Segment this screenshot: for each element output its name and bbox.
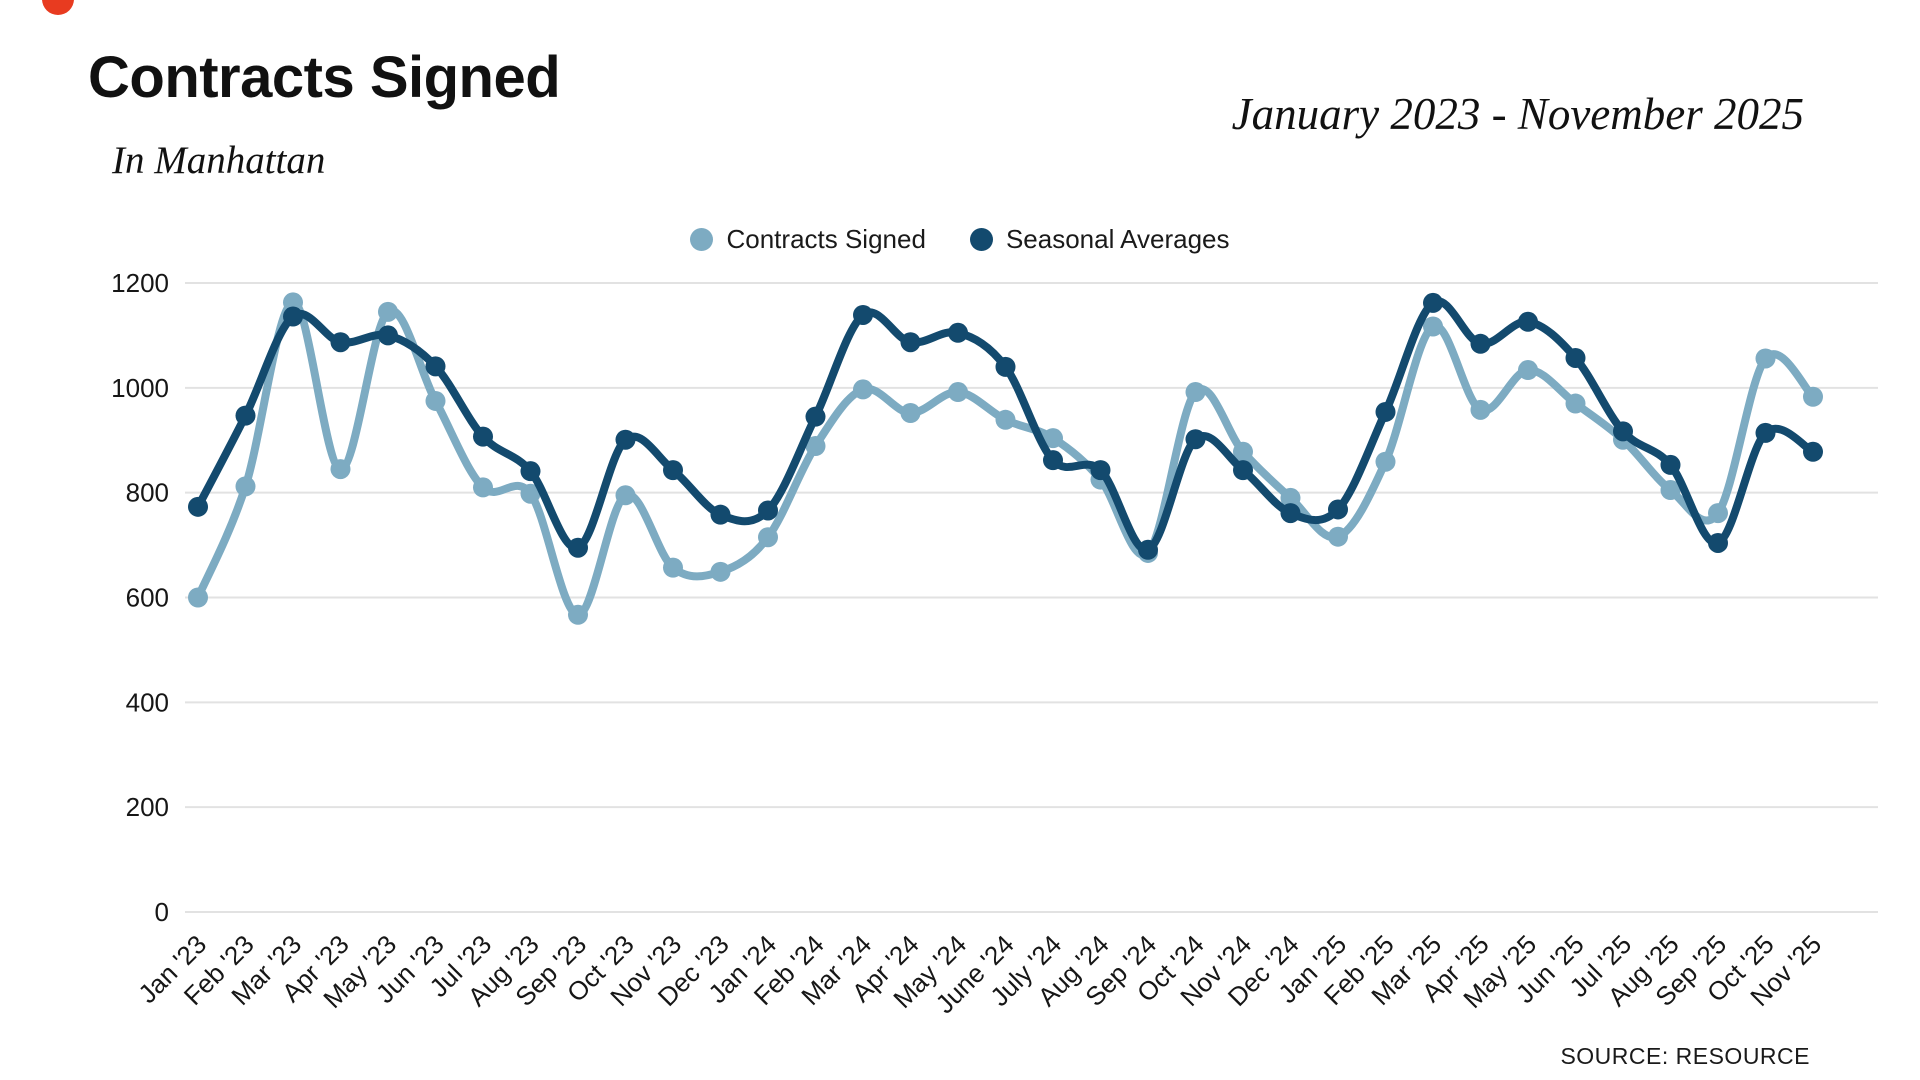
data-point xyxy=(1518,311,1538,332)
data-point xyxy=(853,304,873,325)
data-point xyxy=(283,306,303,327)
legend-label: Seasonal Averages xyxy=(1005,224,1230,254)
data-point xyxy=(1280,487,1301,508)
data-point xyxy=(900,332,921,353)
data-point xyxy=(1803,441,1823,462)
date-range-label: January 2023 - November 2025 xyxy=(1231,89,1804,139)
data-point xyxy=(1090,460,1111,481)
data-point xyxy=(235,476,256,497)
data-point xyxy=(710,561,731,582)
data-point xyxy=(1660,480,1681,501)
data-point xyxy=(900,402,921,423)
data-point xyxy=(1185,382,1206,403)
y-tick-label: 800 xyxy=(126,478,169,508)
data-point xyxy=(1660,454,1681,475)
y-tick-label: 200 xyxy=(126,792,169,822)
data-point xyxy=(995,409,1016,430)
data-point xyxy=(1613,421,1633,442)
data-point xyxy=(758,500,778,521)
legend-label: Contracts Signed xyxy=(726,224,926,254)
data-point xyxy=(568,537,588,558)
legend-item-contracts-signed: Contracts Signed xyxy=(690,224,926,255)
data-point xyxy=(1233,441,1253,462)
data-point xyxy=(425,356,446,377)
data-point xyxy=(1185,429,1206,450)
data-point xyxy=(235,405,256,426)
data-point xyxy=(568,604,588,625)
data-point xyxy=(948,382,968,403)
contracts-signed-dot-icon xyxy=(690,228,714,251)
legend: Contracts Signed Seasonal Averages xyxy=(0,224,1920,255)
data-point xyxy=(473,477,493,498)
data-point xyxy=(330,459,351,480)
data-point xyxy=(378,325,398,346)
data-point xyxy=(1755,422,1776,443)
page-title: Contracts Signed xyxy=(88,45,561,110)
data-point xyxy=(283,292,303,313)
data-point xyxy=(663,557,683,578)
data-point xyxy=(1233,460,1253,481)
brand-mark xyxy=(42,0,74,15)
data-point xyxy=(1708,503,1728,524)
data-point xyxy=(188,496,208,517)
data-point xyxy=(710,504,731,525)
page-subtitle: In Manhattan xyxy=(112,139,326,182)
data-point xyxy=(758,527,778,548)
data-point xyxy=(1565,393,1586,414)
data-point xyxy=(1138,539,1158,560)
data-point xyxy=(805,436,826,457)
y-tick-label: 1000 xyxy=(111,373,169,403)
data-point xyxy=(1423,316,1443,337)
data-point xyxy=(615,485,636,506)
data-point xyxy=(1375,401,1396,422)
data-point xyxy=(188,587,208,608)
y-tick-label: 400 xyxy=(126,687,169,717)
y-tick-label: 1200 xyxy=(111,268,169,298)
data-point xyxy=(663,460,683,481)
data-point xyxy=(853,379,873,400)
data-point xyxy=(1708,532,1728,553)
data-point xyxy=(1518,360,1538,381)
data-point xyxy=(1328,499,1348,520)
data-point xyxy=(378,301,398,322)
data-point xyxy=(520,483,541,504)
y-tick-label: 600 xyxy=(126,583,169,613)
legend-item-seasonal-averages: Seasonal Averages xyxy=(969,224,1230,255)
data-point xyxy=(1755,348,1776,369)
data-point xyxy=(1043,450,1063,471)
data-point xyxy=(1470,399,1491,420)
data-point xyxy=(1043,428,1063,449)
data-point xyxy=(995,356,1016,377)
data-point xyxy=(1375,451,1396,472)
y-tick-label: 0 xyxy=(155,897,169,927)
data-point xyxy=(805,406,826,427)
data-point xyxy=(425,390,446,411)
data-point xyxy=(473,426,493,447)
data-point xyxy=(1423,292,1443,313)
data-point xyxy=(948,322,968,343)
data-point xyxy=(1565,347,1586,368)
data-point xyxy=(1803,386,1823,407)
seasonal-averages-line xyxy=(194,297,1817,554)
data-point xyxy=(1470,333,1491,354)
data-point xyxy=(330,332,351,353)
data-point xyxy=(1328,526,1348,547)
seasonal-averages-dot-icon xyxy=(969,228,993,251)
data-point xyxy=(520,461,541,482)
data-point xyxy=(1280,503,1301,524)
data-point xyxy=(615,429,636,450)
source-note: SOURCE: RESOURCE xyxy=(1560,1043,1810,1069)
